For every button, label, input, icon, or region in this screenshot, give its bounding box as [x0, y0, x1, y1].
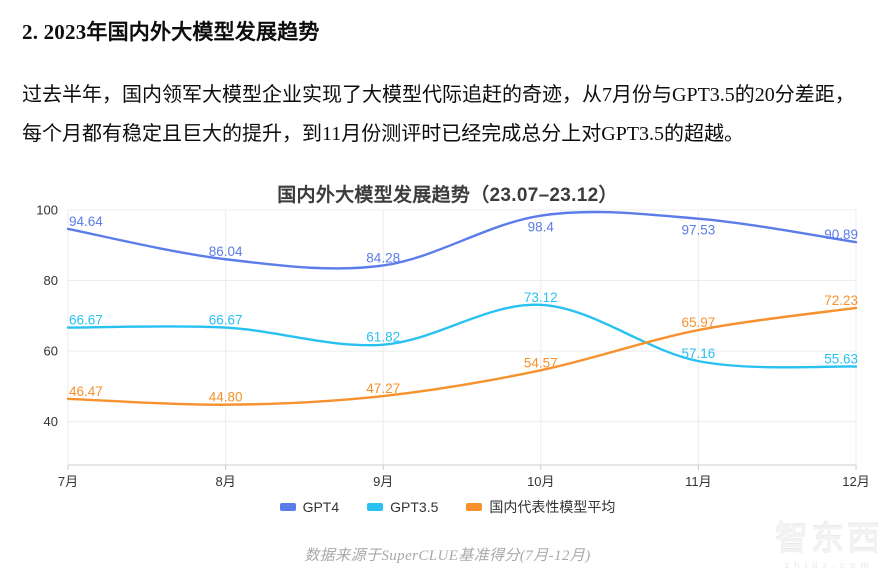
point-label: 57.16: [682, 346, 716, 361]
series-line-gpt35: [66, 303, 858, 369]
point-label: 72.23: [824, 293, 858, 308]
x-tick-label: 12月: [842, 474, 869, 489]
point-label: 65.97: [682, 315, 716, 330]
legend-item-gpt4[interactable]: GPT4: [279, 499, 340, 515]
y-tick-label: 40: [44, 414, 58, 429]
section-heading: 2. 2023年国内外大模型发展趋势: [22, 20, 320, 44]
y-tick-label: 80: [44, 273, 58, 288]
point-label: 55.63: [824, 352, 858, 367]
legend-marker: [367, 503, 384, 511]
x-tick-label: 11月: [685, 474, 712, 489]
y-tick-label: 60: [44, 344, 58, 359]
point-label: 94.64: [69, 214, 103, 229]
series-line-gpt4: [66, 210, 858, 270]
point-label: 66.67: [69, 313, 103, 328]
point-label: 47.27: [366, 381, 400, 396]
series-line-domestic-avg: [66, 306, 858, 406]
x-tick-label: 9月: [373, 474, 393, 489]
paragraph-line: 过去半年，国内领军大模型企业实现了大模型代际追赶的奇迹，从7月份与GPT3.5的…: [22, 84, 855, 106]
legend-label: GPT4: [302, 499, 340, 515]
x-tick-label: 7月: [58, 474, 78, 489]
legend-marker: [279, 503, 296, 511]
point-label: 54.57: [524, 355, 558, 370]
chart-legend: GPT4 GPT3.5 国内代表性模型平均: [0, 497, 895, 517]
legend-label: GPT3.5: [390, 499, 439, 515]
legend-marker: [466, 503, 483, 511]
legend-item-domestic-avg[interactable]: 国内代表性模型平均: [466, 497, 615, 517]
point-label: 46.47: [69, 384, 103, 399]
paragraph-line: 每个月都有稳定且巨大的提升，到11月份测评时已经完成总分上对GPT3.5的超越。: [22, 123, 745, 145]
point-label: 84.28: [366, 250, 400, 265]
point-label: 90.89: [824, 227, 858, 242]
point-label: 98.4: [528, 220, 555, 235]
x-tick-label: 10月: [527, 474, 554, 489]
legend-label: 国内代表性模型平均: [489, 499, 616, 515]
y-tick-label: 100: [36, 205, 58, 218]
point-label: 66.67: [209, 313, 243, 328]
point-label: 44.80: [209, 390, 243, 405]
body-paragraph: 过去半年，国内领军大模型企业实现了大模型代际追赶的奇迹，从7月份与GPT3.5的…: [22, 76, 875, 154]
point-label: 73.12: [524, 290, 558, 305]
data-source-caption: 数据来源于SuperCLUE基准得分(7月-12月): [304, 548, 591, 564]
x-tick-label: 8月: [215, 474, 235, 489]
point-label: 86.04: [209, 244, 243, 259]
chart-title: 国内外大模型发展趋势（23.07–23.12）: [277, 185, 618, 206]
legend-item-gpt35[interactable]: GPT3.5: [367, 499, 438, 515]
point-label: 97.53: [682, 223, 716, 238]
line-chart-canvas: 40 60 80 100 7月 8月 9月 10月 11月 12月 94.64 86.04 84.28 9…: [36, 205, 869, 489]
point-label: 61.82: [366, 330, 400, 345]
